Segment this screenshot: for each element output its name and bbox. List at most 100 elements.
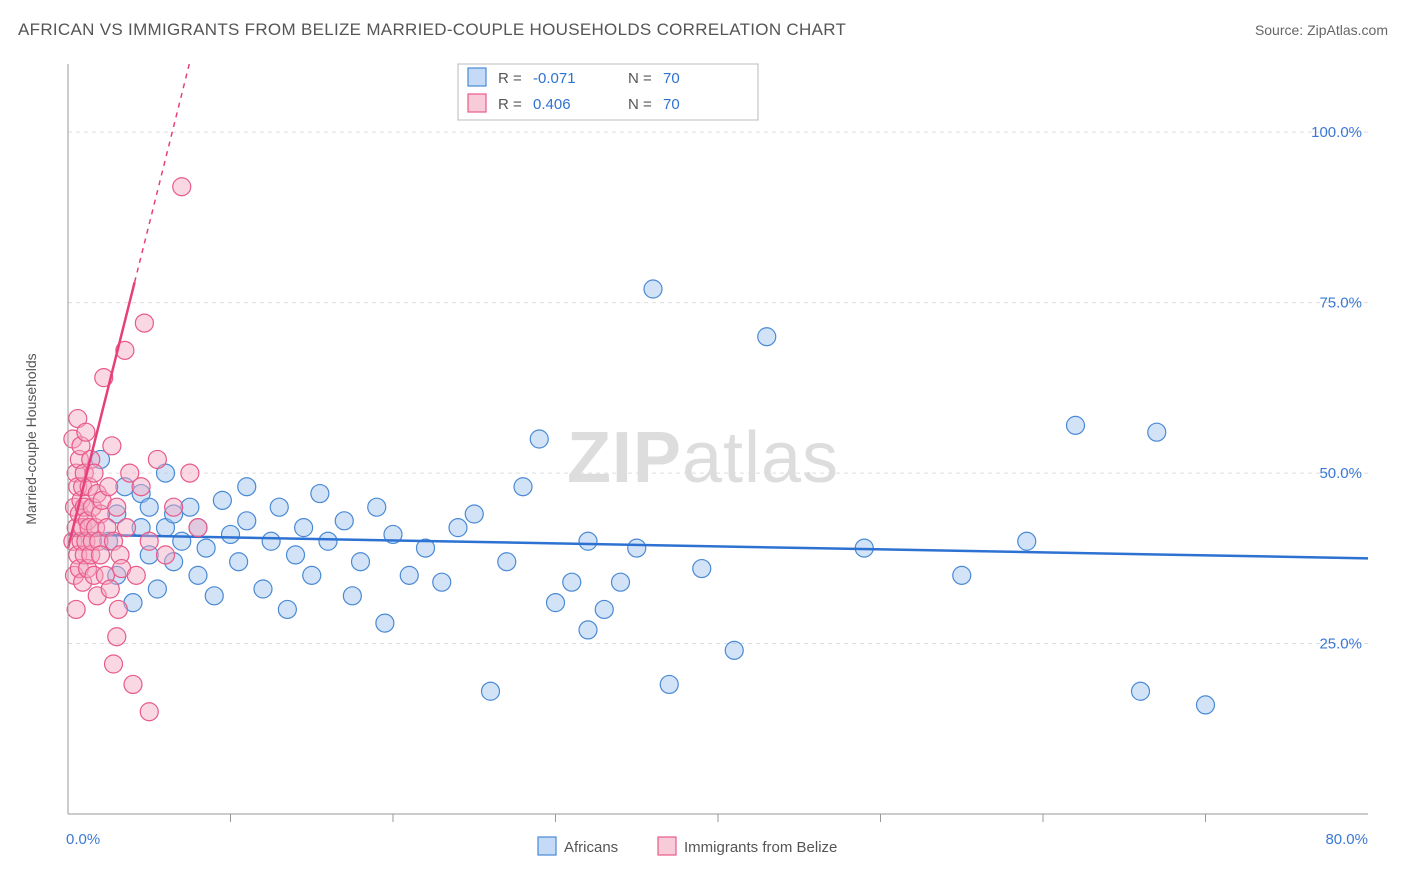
- data-point: [189, 519, 207, 537]
- legend-r-value: 0.406: [533, 96, 571, 113]
- data-point: [101, 580, 119, 598]
- data-point: [482, 682, 500, 700]
- data-point: [498, 553, 516, 571]
- series-africans: [68, 280, 1368, 714]
- data-point: [1067, 416, 1085, 434]
- legend-r-value: -0.071: [533, 70, 576, 87]
- data-point: [140, 703, 158, 721]
- data-point: [725, 641, 743, 659]
- data-point: [644, 280, 662, 298]
- data-point: [254, 580, 272, 598]
- data-point: [1132, 682, 1150, 700]
- data-point: [1148, 423, 1166, 441]
- data-point: [181, 464, 199, 482]
- data-point: [1018, 532, 1036, 550]
- data-point: [303, 566, 321, 584]
- data-point: [127, 566, 145, 584]
- data-point: [77, 423, 95, 441]
- data-point: [368, 498, 386, 516]
- data-point: [124, 675, 142, 693]
- data-point: [530, 430, 548, 448]
- data-point: [173, 178, 191, 196]
- legend-swatch: [468, 68, 486, 86]
- data-point: [400, 566, 418, 584]
- data-point: [222, 525, 240, 543]
- data-point: [108, 628, 126, 646]
- data-point: [270, 498, 288, 516]
- data-point: [352, 553, 370, 571]
- data-point: [660, 675, 678, 693]
- legend-n-value: 70: [663, 70, 680, 87]
- data-point: [189, 566, 207, 584]
- data-point: [579, 532, 597, 550]
- data-point: [278, 600, 296, 618]
- data-point: [319, 532, 337, 550]
- data-point: [238, 512, 256, 530]
- legend-swatch: [538, 837, 556, 855]
- data-point: [449, 519, 467, 537]
- data-point: [109, 600, 127, 618]
- data-point: [335, 512, 353, 530]
- data-point: [140, 532, 158, 550]
- data-point: [465, 505, 483, 523]
- data-point: [165, 498, 183, 516]
- data-point: [135, 314, 153, 332]
- data-point: [295, 519, 313, 537]
- data-point: [108, 498, 126, 516]
- y-tick-label: 100.0%: [1311, 124, 1362, 141]
- data-point: [547, 594, 565, 612]
- data-point: [514, 478, 532, 496]
- data-point: [157, 546, 175, 564]
- data-point: [563, 573, 581, 591]
- legend-label: Immigrants from Belize: [684, 839, 837, 856]
- legend-n-label: N =: [628, 96, 652, 113]
- data-point: [1197, 696, 1215, 714]
- trend-line-dashed: [135, 64, 190, 282]
- data-point: [148, 450, 166, 468]
- data-point: [148, 580, 166, 598]
- data-point: [100, 478, 118, 496]
- data-point: [758, 328, 776, 346]
- y-axis-title: Married-couple Households: [23, 353, 39, 524]
- data-point: [238, 478, 256, 496]
- y-tick-label: 75.0%: [1319, 295, 1362, 312]
- series-belize: [64, 64, 207, 721]
- x-label-left: 0.0%: [66, 831, 100, 848]
- legend-label: Africans: [564, 839, 618, 856]
- chart-container: 25.0%50.0%75.0%100.0%0.0%80.0%Married-co…: [18, 52, 1388, 872]
- x-label-right: 80.0%: [1325, 831, 1368, 848]
- trend-line: [68, 534, 1368, 558]
- legend-n-value: 70: [663, 96, 680, 113]
- data-point: [953, 566, 971, 584]
- data-point: [213, 491, 231, 509]
- data-point: [376, 614, 394, 632]
- data-point: [103, 437, 121, 455]
- data-point: [311, 485, 329, 503]
- data-point: [693, 560, 711, 578]
- legend-r-label: R =: [498, 96, 522, 113]
- legend-swatch: [468, 94, 486, 112]
- data-point: [433, 573, 451, 591]
- legend-swatch: [658, 837, 676, 855]
- data-point: [343, 587, 361, 605]
- data-point: [579, 621, 597, 639]
- data-point: [132, 478, 150, 496]
- data-point: [105, 655, 123, 673]
- data-point: [197, 539, 215, 557]
- data-point: [173, 532, 191, 550]
- data-point: [118, 519, 136, 537]
- legend-n-label: N =: [628, 70, 652, 87]
- data-point: [262, 532, 280, 550]
- data-point: [205, 587, 223, 605]
- data-point: [181, 498, 199, 516]
- data-point: [612, 573, 630, 591]
- legend-r-label: R =: [498, 70, 522, 87]
- source-label: Source: ZipAtlas.com: [1255, 22, 1388, 38]
- data-point: [140, 498, 158, 516]
- correlation-scatter-chart: 25.0%50.0%75.0%100.0%0.0%80.0%Married-co…: [18, 52, 1388, 872]
- data-point: [628, 539, 646, 557]
- y-tick-label: 50.0%: [1319, 465, 1362, 482]
- data-point: [287, 546, 305, 564]
- data-point: [595, 600, 613, 618]
- chart-title: AFRICAN VS IMMIGRANTS FROM BELIZE MARRIE…: [18, 20, 846, 40]
